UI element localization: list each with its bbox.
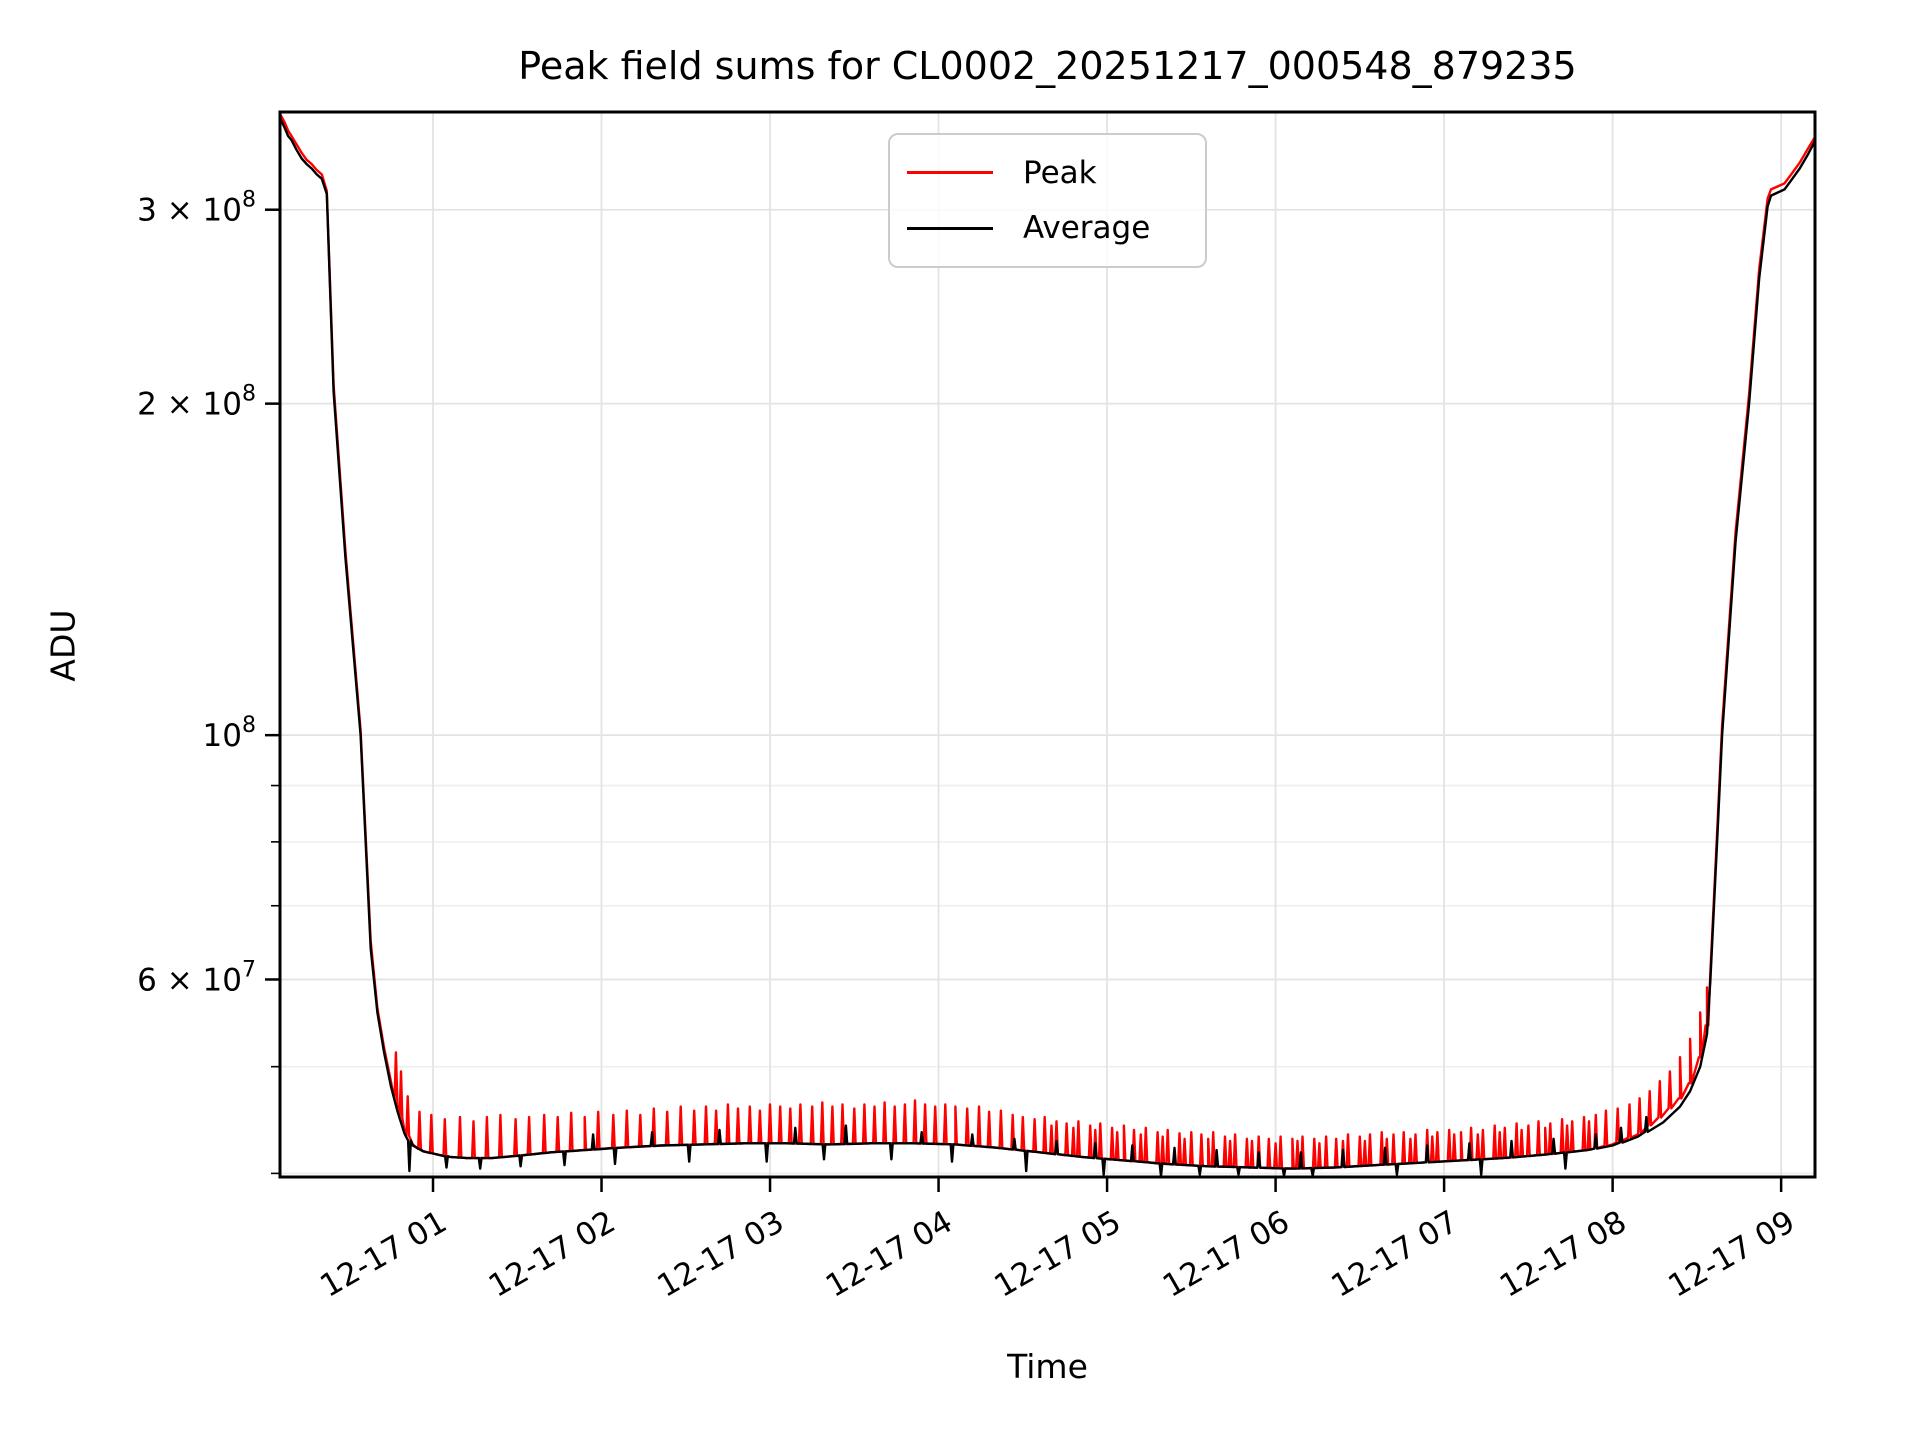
major-gridlines: [280, 112, 1815, 1177]
y-tick-label: 6 × 107: [137, 957, 256, 998]
average-series-line: [280, 116, 1815, 1177]
y-tick-label: 3 × 108: [137, 188, 256, 229]
x-tick-label: 12-17 02: [483, 1204, 622, 1305]
x-tick-label: 12-17 05: [988, 1204, 1127, 1305]
x-axis-label: Time: [1007, 1347, 1088, 1386]
legend-entry-average: Average: [890, 210, 1205, 246]
legend-entry-peak: Peak: [890, 155, 1205, 191]
chart-title: Peak field sums for CL0002_20251217_0005…: [518, 44, 1577, 88]
x-tick-label: 12-17 09: [1662, 1204, 1801, 1305]
x-tick-label: 12-17 06: [1157, 1204, 1296, 1305]
peak-series-line: [280, 112, 1815, 1170]
y-tick-label: 2 × 108: [137, 382, 256, 423]
y-axis-label: ADU: [43, 609, 83, 682]
x-tick-label: 12-17 08: [1494, 1204, 1633, 1305]
x-tick-label: 12-17 01: [314, 1204, 453, 1305]
legend: Peak Average: [888, 133, 1207, 268]
peak-line-swatch: [907, 171, 993, 175]
x-tick-label: 12-17 07: [1325, 1204, 1464, 1305]
plot-border: [278, 110, 1817, 1179]
x-tick-label: 12-17 04: [820, 1204, 959, 1305]
x-tick-label: 12-17 03: [651, 1204, 790, 1305]
y-tick-label: 108: [203, 713, 256, 754]
legend-label-average: Average: [1023, 210, 1151, 247]
average-line-swatch: [907, 226, 993, 230]
minor-gridlines: [280, 784, 1815, 1175]
legend-label-peak: Peak: [1023, 154, 1097, 191]
tick-marks: [265, 208, 1783, 1192]
